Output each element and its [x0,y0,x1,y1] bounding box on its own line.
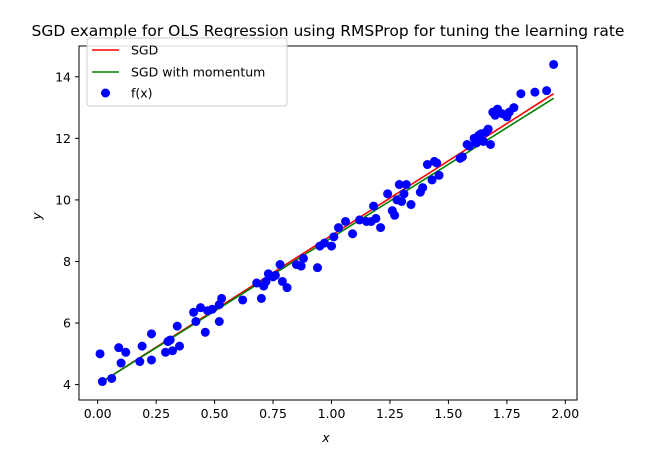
scatter-point [270,270,280,280]
y-tick-label: 4 [63,377,71,392]
x-tick-label: 1.75 [493,406,521,421]
scatter-point [282,283,292,293]
x-tick-label: 2.00 [551,406,579,421]
x-tick-label: 0.25 [142,406,170,421]
scatter-point [121,347,131,357]
x-axis: 0.00 0.25 0.50 0.75 1.00 1.25 1.50 1.75 2.00 [84,400,579,421]
scatter-point [146,355,156,365]
scatter-point [97,377,107,387]
scatter-point [107,373,117,383]
scatter-point [530,87,540,97]
scatter-point [137,341,147,351]
scatter-point [376,223,386,233]
scatter-point [478,136,488,146]
legend-label-sgd-momentum: SGD with momentum [131,65,265,80]
x-tick-label: 0.50 [201,406,229,421]
scatter-point [161,347,171,357]
scatter-point [95,349,105,359]
scatter-point [116,358,126,368]
scatter-point [312,263,322,273]
scatter-point [371,213,381,223]
scatter-point [135,357,145,367]
scatter-point [509,103,519,113]
scatter-point [217,293,227,303]
scatter-point [168,346,178,356]
scatter-point [394,180,404,190]
legend-label-fx: f(x) [131,86,153,101]
plot-area [95,59,559,387]
scatter-point [189,307,199,317]
scatter-point [114,343,124,353]
axes-frame [78,45,578,401]
x-tick-label: 0.00 [84,406,112,421]
scatter-point [457,152,467,162]
scatter-point [329,232,339,242]
y-tick-label: 12 [55,131,71,146]
scatter-point [200,327,210,337]
scatter-point [172,321,182,331]
scatter-point [516,89,526,99]
scatter-point [427,175,437,185]
scatter-point [401,180,411,190]
scatter-point [175,341,185,351]
scatter-point [191,317,201,327]
x-axis-label: x [321,430,330,445]
legend: SGD SGD with momentum f(x) [86,37,288,107]
scatter-point [252,278,262,288]
x-tick-label: 1.25 [376,406,404,421]
scatter-point [319,238,329,248]
y-axis-label: y [29,212,44,221]
scatter-point [549,59,559,69]
scatter-point [277,276,287,286]
scatter-point [369,201,379,211]
legend-swatch-fx [101,88,110,98]
scatter-point [483,124,493,134]
scatter-point [341,216,351,226]
scatter-point [432,158,442,168]
y-tick-label: 8 [63,254,71,269]
scatter-point [298,253,308,263]
scatter-point [334,223,344,233]
scatter-point [434,170,444,180]
scatter-point [399,189,409,199]
scatter-point [485,140,495,150]
scatter-point [397,196,407,206]
scatter-point [275,260,285,270]
scatter-point [355,215,365,225]
y-axis: 4 6 8 10 12 14 [55,69,79,392]
scatter-point [471,138,481,148]
scatter-point [196,303,206,313]
scatter-point [327,241,337,251]
scatter-point [390,210,400,220]
scatter-point [238,295,248,305]
scatter-point [207,304,217,314]
scatter-point [348,229,358,239]
y-tick-label: 6 [63,316,71,331]
legend-box [86,37,288,107]
scatter-point [383,189,393,199]
scatter-point [296,261,306,271]
scatter-point [165,335,175,345]
scatter-point [464,141,474,151]
scatter-point [214,317,224,327]
scatter-point [418,183,428,193]
scatter-point [406,200,416,210]
y-tick-label: 14 [55,69,71,84]
scatter-point [146,329,156,339]
x-tick-label: 1.00 [318,406,346,421]
scatter-point [261,276,271,286]
scatter-point [256,293,266,303]
scatter-point [422,160,432,170]
x-tick-label: 1.50 [434,406,462,421]
chart-title: SGD example for OLS Regression using RMS… [32,22,625,40]
x-tick-label: 0.75 [259,406,287,421]
y-tick-label: 10 [55,192,71,207]
scatter-point [542,86,552,96]
legend-label-sgd: SGD [131,43,158,58]
